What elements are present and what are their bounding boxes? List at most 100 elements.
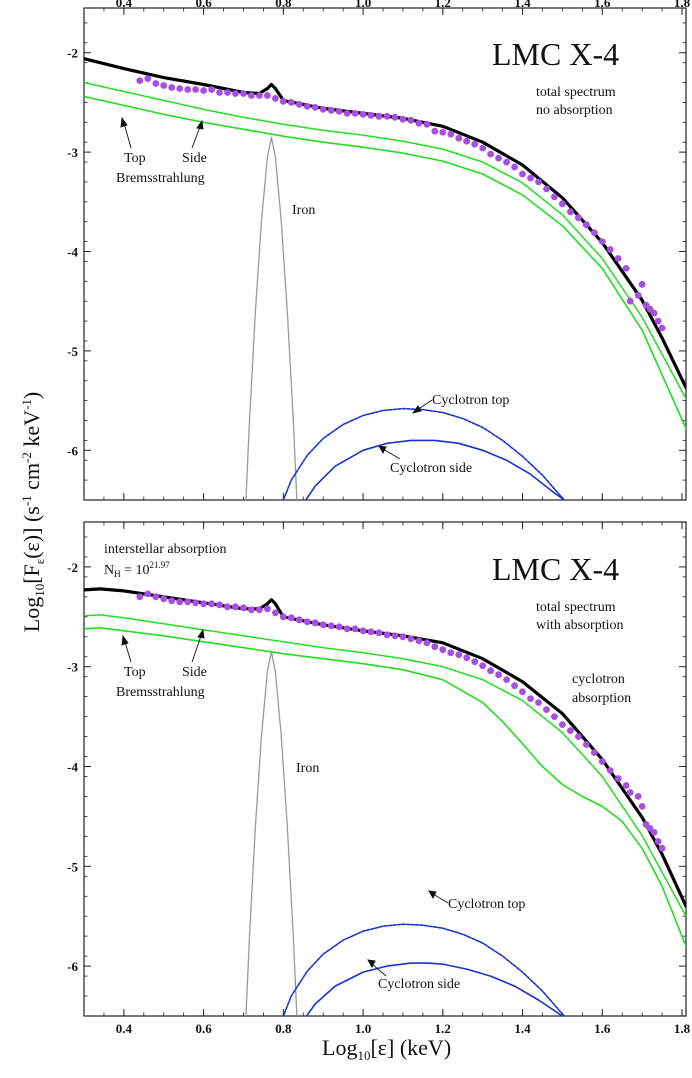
top-arrowhead-cyc-side [378, 445, 387, 454]
y-axis-title-mid: (ε)] (s [19, 506, 44, 559]
bottom-data-point [359, 627, 367, 635]
cyclotron-absorption-label-2: absorption [572, 691, 631, 706]
bottom-data-point [303, 618, 311, 626]
bottom-data-point [551, 713, 558, 720]
top-data-point [543, 185, 550, 193]
bottom-data-point [638, 803, 646, 810]
top-data-point [232, 90, 239, 97]
top-arrowhead-cyc-top [411, 405, 422, 414]
bottom-data-point [176, 598, 184, 606]
bottom-data-point [519, 688, 526, 696]
bottom-panel-subtitle-1: total spectrum [536, 600, 616, 615]
top-panel-subtitle-2: no absorption [536, 103, 613, 118]
bottom-series-side-bremsstrahlung [84, 626, 686, 947]
bottom-x-tick-label-bottom: 1.2 [435, 1021, 451, 1036]
bottom-data-point [351, 625, 359, 633]
top-y-tick-label: -4 [67, 245, 78, 260]
bottom-panel-ticks: 0.4 0.6 0.8 1.0 1.2 1.4 1.6 1.8 -2 -3 -4 -5 -6 [67, 522, 691, 1036]
bottom-data-point [144, 590, 152, 598]
bottom-data-point [463, 654, 471, 662]
top-series-side-bremsstrahlung [84, 95, 686, 430]
y-axis-title-f: [F [19, 564, 44, 584]
top-data-point [160, 82, 168, 89]
top-x-tick-label-top: 0.4 [116, 0, 133, 10]
top-data-point [383, 112, 391, 120]
bottom-arrowhead-cyc-top [428, 890, 437, 899]
top-x-tick-label-top: 1.4 [514, 0, 531, 10]
top-x-tick-label-top: 1.2 [435, 0, 451, 10]
top-data-point [176, 85, 184, 92]
top-data-point [351, 110, 359, 117]
nh-eq: = 10 [121, 563, 150, 578]
bottom-y-tick-label: -5 [67, 859, 78, 874]
bottom-data-point [598, 758, 606, 765]
bottom-data-point [192, 599, 200, 607]
top-x-tick-label-top: 1.8 [674, 0, 691, 10]
top-data-point [295, 101, 303, 108]
top-data-point [327, 107, 335, 114]
bottom-x-tick-label-bottom: 0.8 [275, 1021, 292, 1036]
bottom-data-point [256, 606, 263, 614]
top-label-top: Top [124, 151, 146, 166]
x-axis-title: Log10[ε] (keV) [322, 1035, 451, 1063]
top-series-cyclotron-top [282, 407, 566, 500]
bottom-arrowhead-side [197, 628, 205, 639]
top-data-point [622, 265, 630, 272]
bottom-data-point [327, 622, 335, 630]
y-axis-title-cm: cm [19, 463, 44, 495]
top-data-point [527, 174, 534, 182]
top-data-point [136, 77, 144, 84]
top-label-brems: Bremsstrahlung [116, 171, 205, 186]
top-data-point [375, 112, 383, 120]
top-data-point [463, 137, 471, 145]
bottom-y-tick-label: -6 [67, 959, 78, 974]
y-axis-title: Log10[Fε(ε)] (s-1 cm-2 keV-1) [19, 392, 47, 633]
top-y-tick-label: -3 [67, 145, 78, 160]
bottom-data-point [567, 727, 574, 734]
top-x-tick-label-top: 1.6 [594, 0, 611, 10]
bottom-data-point [184, 598, 192, 606]
bottom-data-point [650, 829, 658, 836]
bottom-data-point [423, 639, 431, 647]
bottom-x-tick-label-bottom: 1.0 [355, 1021, 371, 1036]
bottom-y-tick-label: -4 [67, 760, 78, 775]
y-axis-title-end: ) [19, 392, 44, 399]
top-data-point [455, 134, 463, 142]
top-panel-ticks: 0.4 0.6 0.8 1.0 1.2 1.4 1.6 1.8 -2 -3 -4 -5 -6 [67, 0, 691, 501]
bottom-data-point [527, 695, 534, 702]
bottom-data-point [535, 699, 542, 706]
bottom-label-side: Side [182, 665, 207, 680]
top-data-point [303, 103, 311, 110]
bottom-series-cyclotron-top [282, 923, 566, 1016]
bottom-data-point [391, 632, 399, 640]
bottom-panel-title: LMC X-4 [492, 551, 619, 587]
top-data-point [224, 89, 231, 96]
nh-exp: 21.97 [150, 560, 171, 570]
top-y-tick-label: -5 [67, 344, 78, 359]
top-data-point [335, 108, 343, 115]
bottom-data-point [439, 646, 447, 654]
bottom-arrowhead-cyc-side [367, 959, 376, 968]
bottom-data-point [626, 789, 634, 796]
bottom-data-point [272, 609, 279, 617]
top-data-point [638, 280, 646, 288]
bottom-data-point [622, 782, 630, 789]
top-data-point [192, 86, 200, 93]
nh-n: N [104, 563, 114, 578]
top-panel-series [84, 57, 686, 500]
top-data-point [200, 87, 208, 94]
top-data-point [511, 163, 518, 171]
top-data-point [650, 309, 658, 317]
bottom-series-cyclotron-side [305, 962, 565, 1016]
top-data-point [240, 90, 247, 97]
bottom-data-point [240, 604, 247, 612]
bottom-data-point [335, 623, 343, 631]
bottom-data-point [487, 667, 494, 675]
top-data-point [407, 116, 415, 124]
bottom-arrow-side [191, 635, 202, 663]
bottom-data-point [575, 733, 582, 740]
top-data-point [614, 255, 622, 262]
bottom-data-point [264, 605, 271, 613]
bottom-data-point [279, 613, 287, 621]
